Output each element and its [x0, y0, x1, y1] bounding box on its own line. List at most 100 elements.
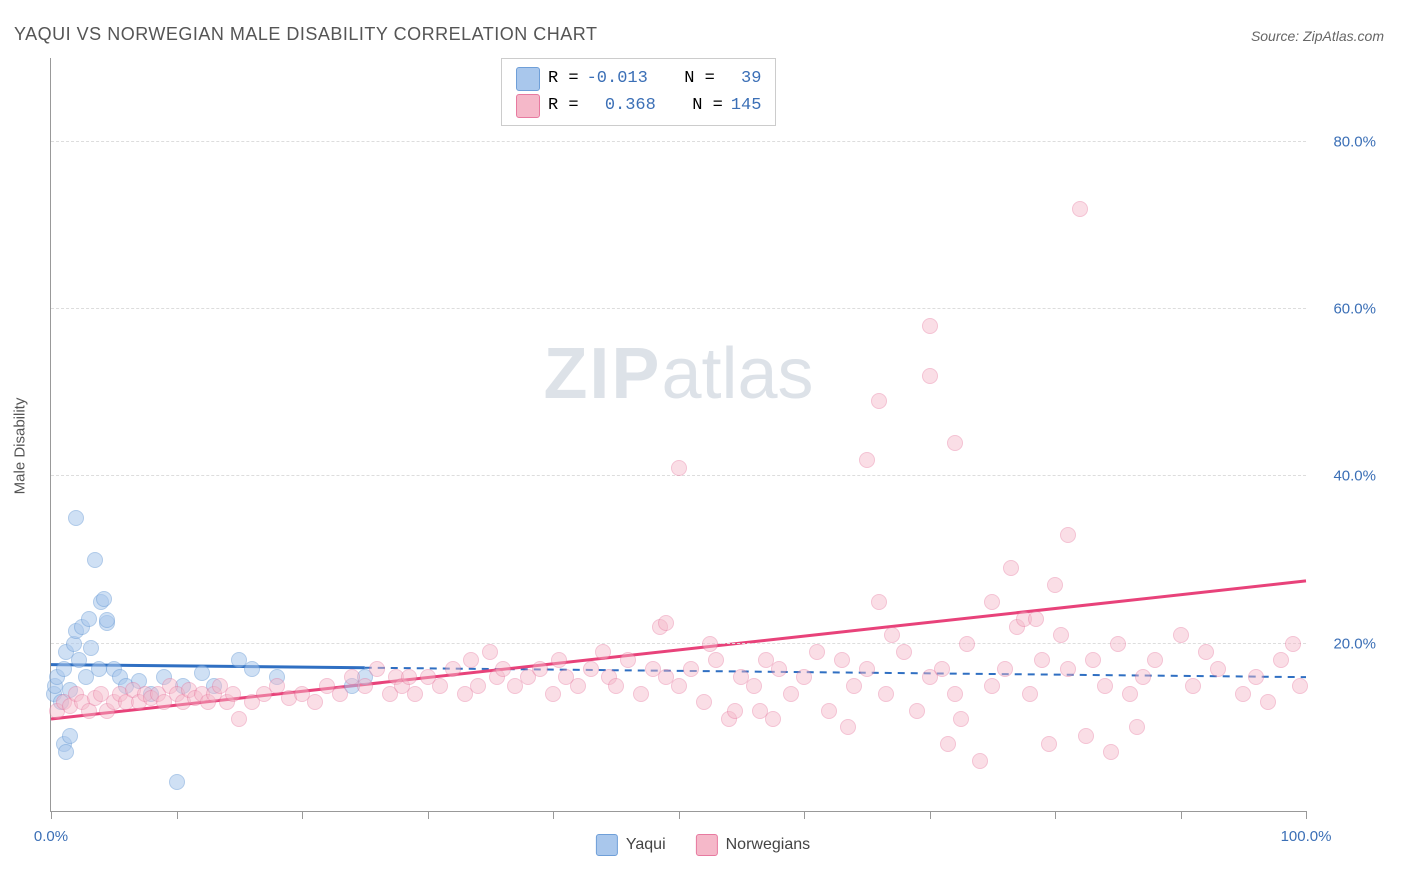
- xtick: [804, 811, 805, 819]
- data-point: [1260, 694, 1276, 710]
- r-value-norwegians: 0.368: [605, 92, 656, 119]
- stats-legend-row-2: R = 0.368 N = 145: [516, 92, 761, 119]
- data-point: [896, 644, 912, 660]
- r-label: R =: [548, 65, 579, 92]
- data-point: [1078, 728, 1094, 744]
- data-point: [922, 368, 938, 384]
- data-point: [56, 661, 72, 677]
- data-point: [401, 669, 417, 685]
- source-attribution: Source: ZipAtlas.com: [1251, 28, 1384, 44]
- data-point: [231, 711, 247, 727]
- data-point: [1135, 669, 1151, 685]
- x-label-left: 0.0%: [34, 828, 68, 845]
- data-point: [922, 318, 938, 334]
- data-point: [972, 753, 988, 769]
- data-point: [482, 644, 498, 660]
- xtick: [679, 811, 680, 819]
- data-point: [532, 661, 548, 677]
- n-label: N =: [692, 92, 723, 119]
- data-point: [432, 678, 448, 694]
- xtick: [930, 811, 931, 819]
- data-point: [859, 452, 875, 468]
- data-point: [671, 678, 687, 694]
- xtick: [1055, 811, 1056, 819]
- x-label-right: 100.0%: [1281, 828, 1332, 845]
- data-point: [1185, 678, 1201, 694]
- data-point: [984, 678, 1000, 694]
- data-point: [551, 652, 567, 668]
- n-value-yaqui: 39: [741, 65, 761, 92]
- data-point: [1173, 627, 1189, 643]
- xtick: [428, 811, 429, 819]
- ytick-label: 60.0%: [1316, 301, 1376, 318]
- data-point: [834, 652, 850, 668]
- data-point: [1060, 661, 1076, 677]
- data-point: [1022, 686, 1038, 702]
- data-point: [244, 661, 260, 677]
- bottom-label-yaqui: Yaqui: [626, 836, 666, 854]
- xtick: [1181, 811, 1182, 819]
- xtick: [302, 811, 303, 819]
- data-point: [81, 611, 97, 627]
- data-point: [583, 661, 599, 677]
- data-point: [1285, 636, 1301, 652]
- data-point: [959, 636, 975, 652]
- data-point: [633, 686, 649, 702]
- stats-legend-row-1: R = -0.013 N = 39: [516, 65, 761, 92]
- r-label: R =: [548, 92, 579, 119]
- data-point: [87, 552, 103, 568]
- chart-title: YAQUI VS NORWEGIAN MALE DISABILITY CORRE…: [14, 24, 597, 45]
- data-point: [1047, 577, 1063, 593]
- data-point: [1210, 661, 1226, 677]
- data-point: [671, 460, 687, 476]
- data-point: [859, 661, 875, 677]
- xtick: [177, 811, 178, 819]
- data-point: [683, 661, 699, 677]
- legend-swatch-yaqui: [516, 67, 540, 91]
- data-point: [765, 711, 781, 727]
- xtick: [1306, 811, 1307, 819]
- data-point: [570, 678, 586, 694]
- bottom-legend-item-yaqui: Yaqui: [596, 834, 666, 856]
- data-point: [1198, 644, 1214, 660]
- data-point: [1072, 201, 1088, 217]
- data-point: [608, 678, 624, 694]
- data-point: [947, 435, 963, 451]
- data-point: [1053, 627, 1069, 643]
- data-point: [1103, 744, 1119, 760]
- data-point: [934, 661, 950, 677]
- data-point: [68, 510, 84, 526]
- data-point: [1085, 652, 1101, 668]
- data-point: [997, 661, 1013, 677]
- data-point: [1292, 678, 1308, 694]
- data-point: [407, 686, 423, 702]
- data-point: [445, 661, 461, 677]
- data-point: [1147, 652, 1163, 668]
- data-point: [1028, 611, 1044, 627]
- data-point: [58, 744, 74, 760]
- data-point: [495, 661, 511, 677]
- watermark-bold: ZIP: [543, 334, 661, 414]
- data-point: [357, 678, 373, 694]
- data-point: [1003, 560, 1019, 576]
- ytick-label: 80.0%: [1316, 133, 1376, 150]
- data-point: [1034, 652, 1050, 668]
- data-point: [1097, 678, 1113, 694]
- gridline: [51, 141, 1306, 142]
- data-point: [1235, 686, 1251, 702]
- n-value-norwegians: 145: [731, 92, 762, 119]
- data-point: [99, 612, 115, 628]
- xtick: [553, 811, 554, 819]
- data-point: [225, 686, 241, 702]
- data-point: [953, 711, 969, 727]
- watermark: ZIPatlas: [543, 333, 813, 415]
- data-point: [169, 774, 185, 790]
- bottom-swatch-norwegians: [696, 834, 718, 856]
- plot-area: ZIPatlas R = -0.013 N = 39 R = 0.368 N =…: [50, 58, 1306, 812]
- ytick-label: 20.0%: [1316, 635, 1376, 652]
- data-point: [878, 686, 894, 702]
- watermark-light: atlas: [661, 334, 813, 414]
- data-point: [470, 678, 486, 694]
- data-point: [771, 661, 787, 677]
- data-point: [1248, 669, 1264, 685]
